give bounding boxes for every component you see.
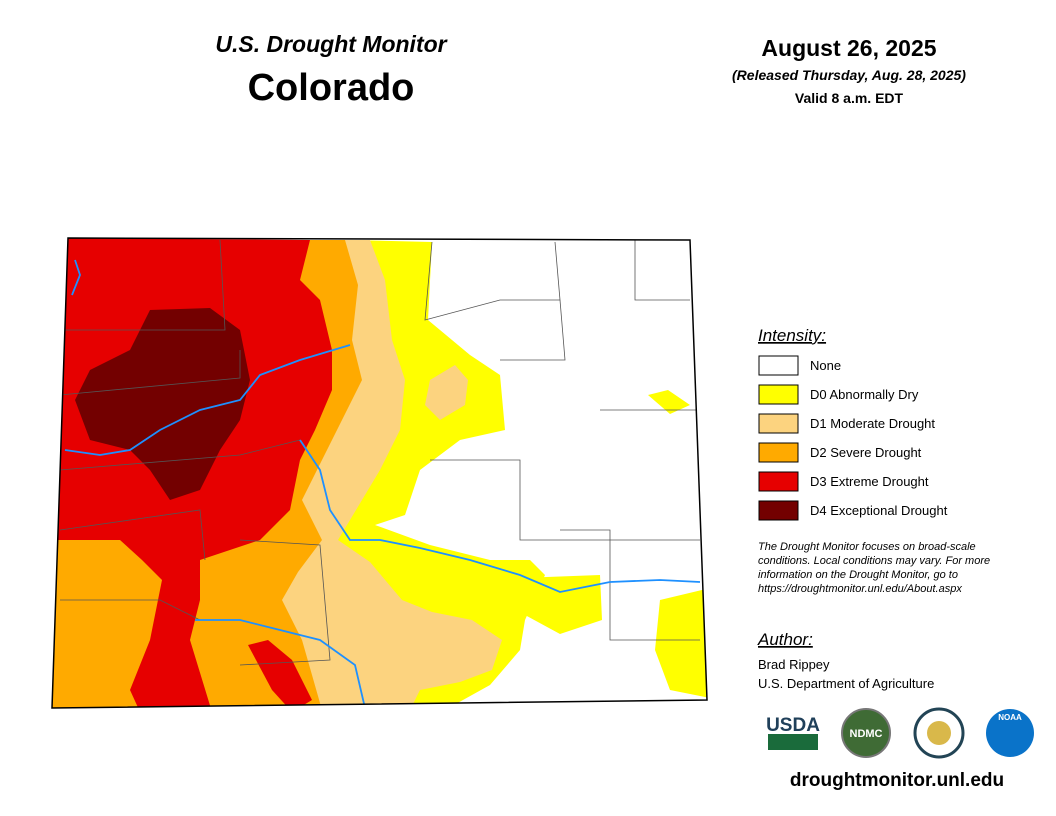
legend-label: None	[810, 358, 841, 373]
note-line: conditions. Local conditions may vary. F…	[758, 555, 990, 567]
region-d1	[425, 365, 468, 420]
ndmc-seal	[841, 708, 891, 758]
legend: None D0 Abnormally Dry D1 Moderate Drought…	[758, 355, 948, 521]
noaa-seal	[986, 709, 1034, 757]
region-d0	[655, 588, 707, 698]
title: Colorado	[248, 67, 415, 109]
legend-swatch	[758, 500, 799, 521]
legend-label: D2 Severe Drought	[810, 445, 922, 460]
legend-label: D4 Exceptional Drought	[810, 503, 948, 518]
legend-swatch	[758, 413, 799, 434]
subtitle: U.S. Drought Monitor	[215, 31, 447, 57]
region-d4	[75, 308, 250, 500]
url: droughtmonitor.unl.edu	[790, 770, 1004, 791]
legend-swatch	[758, 384, 799, 405]
region-d0	[520, 575, 602, 634]
released: (Released Thursday, Aug. 28, 2025)	[732, 67, 966, 83]
legend-label: D1 Moderate Drought	[810, 416, 935, 431]
author-title: Author:	[757, 630, 813, 649]
author-org: U.S. Department of Agriculture	[758, 676, 934, 691]
commerce-eagle	[927, 721, 951, 745]
logo-usda: USDA	[766, 715, 820, 736]
state-outline	[51, 237, 708, 709]
logo-ndmc: NDMC	[850, 728, 883, 740]
county-lines	[59, 239, 700, 666]
rivers	[64, 259, 701, 708]
note-line: https://droughtmonitor.unl.edu/About.asp…	[758, 583, 962, 595]
note-line: The Drought Monitor focuses on broad-sca…	[758, 541, 976, 553]
region-d0	[648, 390, 690, 414]
usda-bar	[768, 734, 818, 750]
note: The Drought Monitor focuses on broad-sca…	[758, 541, 990, 595]
author-name: Brad Rippey	[758, 657, 830, 672]
date: August 26, 2025	[761, 35, 936, 61]
logos: USDA NDMC NOAA	[766, 707, 1034, 759]
drought-map	[52, 238, 707, 708]
legend-title: Intensity:	[758, 326, 826, 345]
region-d3	[248, 640, 312, 708]
legend-label: D3 Extreme Drought	[810, 474, 929, 489]
legend-swatch	[758, 355, 799, 376]
valid: Valid 8 a.m. EDT	[795, 90, 904, 106]
note-line: information on the Drought Monitor, go t…	[758, 569, 958, 581]
legend-label: D0 Abnormally Dry	[810, 387, 919, 402]
legend-swatch	[758, 471, 799, 492]
legend-swatch	[758, 442, 799, 463]
logo-noaa: NOAA	[998, 713, 1022, 722]
